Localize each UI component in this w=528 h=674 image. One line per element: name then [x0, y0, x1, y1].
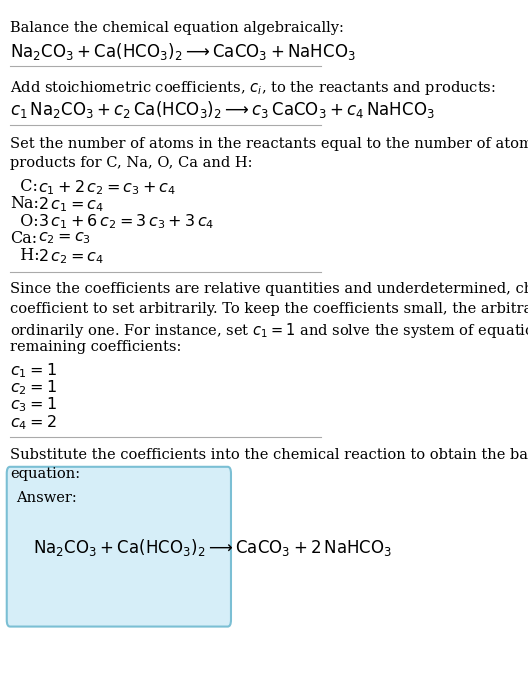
Text: ordinarily one. For instance, set $c_1 = 1$ and solve the system of equations fo: ordinarily one. For instance, set $c_1 =… — [10, 321, 528, 340]
Text: Since the coefficients are relative quantities and underdetermined, choose a: Since the coefficients are relative quan… — [10, 282, 528, 297]
Text: equation:: equation: — [10, 467, 80, 481]
Text: $\mathrm{Na_2CO_3 + Ca(HCO_3)_2 \longrightarrow CaCO_3 + NaHCO_3}$: $\mathrm{Na_2CO_3 + Ca(HCO_3)_2 \longrig… — [10, 41, 356, 62]
Text: Add stoichiometric coefficients, $c_i$, to the reactants and products:: Add stoichiometric coefficients, $c_i$, … — [10, 79, 496, 97]
Text: C:: C: — [10, 178, 38, 195]
Text: Ca:: Ca: — [10, 230, 37, 247]
Text: $c_3 = 1$: $c_3 = 1$ — [10, 396, 56, 415]
Text: Set the number of atoms in the reactants equal to the number of atoms in the: Set the number of atoms in the reactants… — [10, 137, 528, 151]
Text: remaining coefficients:: remaining coefficients: — [10, 340, 181, 355]
Text: $c_4 = 2$: $c_4 = 2$ — [10, 413, 56, 431]
FancyBboxPatch shape — [7, 467, 231, 627]
Text: $c_1 + 2\,c_2 = c_3 + c_4$: $c_1 + 2\,c_2 = c_3 + c_4$ — [38, 178, 176, 197]
Text: Answer:: Answer: — [16, 491, 77, 506]
Text: $c_1 = 1$: $c_1 = 1$ — [10, 361, 56, 379]
Text: Substitute the coefficients into the chemical reaction to obtain the balanced: Substitute the coefficients into the che… — [10, 448, 528, 462]
Text: $3\,c_1 + 6\,c_2 = 3\,c_3 + 3\,c_4$: $3\,c_1 + 6\,c_2 = 3\,c_3 + 3\,c_4$ — [38, 212, 214, 231]
Text: O:: O: — [10, 212, 39, 230]
Text: $c_2 = c_3$: $c_2 = c_3$ — [38, 230, 91, 245]
Text: Balance the chemical equation algebraically:: Balance the chemical equation algebraica… — [10, 21, 344, 35]
Text: $\mathrm{Na_2CO_3 + Ca(HCO_3)_2 \longrightarrow CaCO_3 + 2\,NaHCO_3}$: $\mathrm{Na_2CO_3 + Ca(HCO_3)_2 \longrig… — [33, 537, 392, 557]
Text: products for C, Na, O, Ca and H:: products for C, Na, O, Ca and H: — [10, 156, 252, 170]
Text: $c_1\,\mathrm{Na_2CO_3} + c_2\,\mathrm{Ca(HCO_3)_2} \longrightarrow c_3\,\mathrm: $c_1\,\mathrm{Na_2CO_3} + c_2\,\mathrm{C… — [10, 98, 435, 120]
Text: $2\,c_2 = c_4$: $2\,c_2 = c_4$ — [38, 247, 104, 266]
Text: $c_2 = 1$: $c_2 = 1$ — [10, 378, 56, 397]
Text: H:: H: — [10, 247, 40, 264]
Text: $2\,c_1 = c_4$: $2\,c_1 = c_4$ — [38, 195, 104, 214]
Text: coefficient to set arbitrarily. To keep the coefficients small, the arbitrary va: coefficient to set arbitrarily. To keep … — [10, 302, 528, 315]
Text: Na:: Na: — [10, 195, 39, 212]
